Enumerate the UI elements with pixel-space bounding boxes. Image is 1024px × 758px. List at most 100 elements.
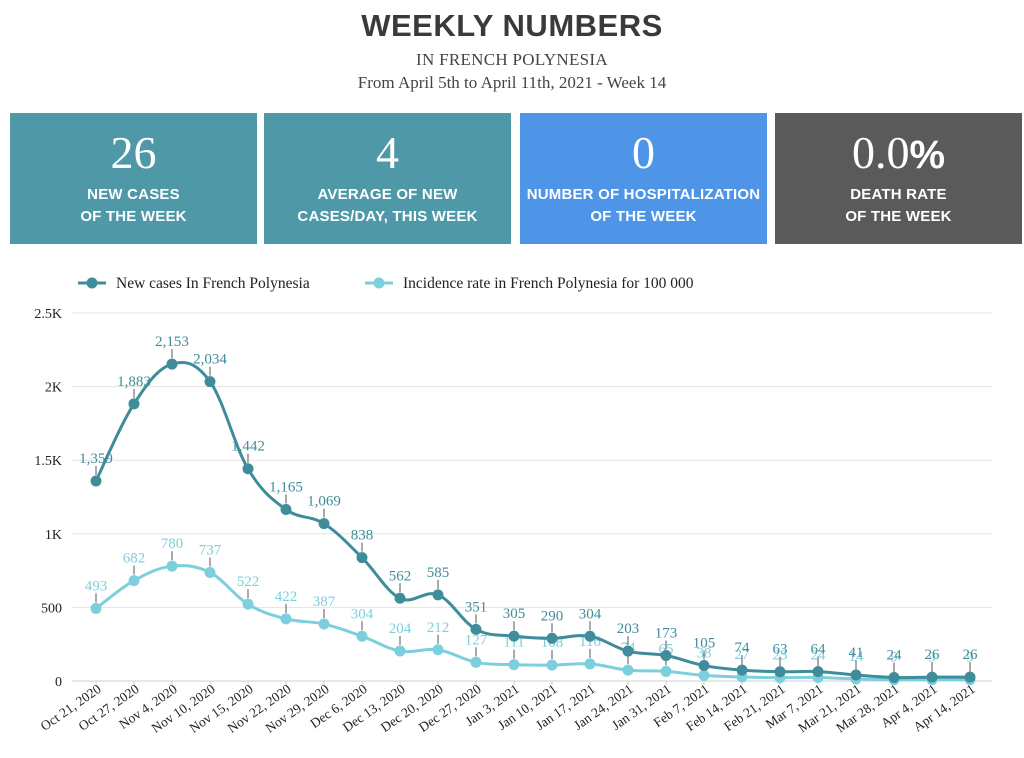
stat-label-line2: OF THE WEEK [590,208,697,225]
data-label: 24 [887,647,903,663]
stat-value-number: 0.0 [851,127,910,178]
legend-label: New cases In French Polynesia [116,275,310,292]
legend-marker [373,277,385,289]
data-point [394,645,406,657]
stat-label: DEATH RATE OF THE WEEK [775,184,1022,228]
y-tick-label: 2K [45,381,62,396]
data-point [926,671,938,683]
data-label: 522 [237,574,260,590]
y-tick-label: 0 [55,675,62,690]
data-label: 562 [389,568,412,584]
data-label: 27 [735,647,751,663]
data-label: 1,442 [231,439,265,455]
data-label: 9 [966,650,974,666]
data-point [280,613,292,625]
data-point [508,630,520,642]
data-point [356,552,368,564]
date-range: From April 5th to April 11th, 2021 - Wee… [357,73,667,92]
stat-label: NEW CASES OF THE WEEK [10,184,257,228]
stat-card-hospitalization: 0 NUMBER OF HOSPITALIZATION OF THE WEEK [520,113,767,244]
data-label: 351 [465,599,488,615]
data-point [90,602,102,614]
data-point [698,660,710,672]
stat-label-line1: AVERAGE OF NEW [317,186,458,203]
data-label: 111 [503,635,524,651]
data-label: 9 [928,650,936,666]
data-label: 290 [541,608,564,624]
data-label: 493 [85,578,108,594]
stat-value: 0 [632,127,655,178]
data-point [394,592,406,604]
data-point [280,504,292,516]
data-point [242,598,254,610]
data-point [204,567,216,579]
data-label: 14 [849,649,865,665]
data-point [128,398,140,410]
data-label: 23 [773,648,788,664]
stat-label: NUMBER OF HOSPITALIZATION OF THE WEEK [520,184,767,228]
data-label: 585 [427,565,450,581]
y-tick-label: 1.5K [34,454,62,469]
data-label: 304 [351,606,374,622]
data-point [584,658,596,670]
stat-label-line2: CASES/DAY, THIS WEEK [297,208,478,225]
data-label: 838 [351,528,374,544]
data-point [698,669,710,681]
data-label: 24 [811,647,827,663]
data-point [774,666,786,678]
stat-label-line1: NUMBER OF HOSPITALIZATION [526,186,761,203]
data-point [660,650,672,662]
data-point [90,475,102,487]
stat-value: 4 [376,127,399,178]
data-point [622,664,634,676]
data-label: 2,153 [155,334,189,350]
data-label: 1,883 [117,374,151,390]
data-label: 63 [773,642,788,658]
stat-value: 0.0% [775,125,1022,183]
data-point [470,623,482,635]
data-point [128,575,140,587]
y-tick-label: 2.5K [34,307,62,322]
legend-label: Incidence rate in French Polynesia for 1… [403,275,694,292]
data-point [204,376,216,388]
stat-value-suffix: % [909,133,946,177]
data-label: 105 [693,636,716,652]
data-label: 1,069 [307,494,341,510]
data-point [318,618,330,630]
data-label: 422 [275,589,298,605]
data-point [432,644,444,656]
data-point [166,560,178,572]
stat-value: 26 [110,127,157,178]
y-tick-label: 500 [41,601,62,616]
data-label: 203 [617,621,640,637]
data-label: 41 [849,645,864,661]
data-point [546,632,558,644]
data-label: 682 [123,551,146,567]
data-label: 780 [161,536,184,552]
stat-card-new-cases: 26 NEW CASES OF THE WEEK [10,113,257,244]
series-line [95,564,970,682]
data-label: 127 [465,632,488,648]
data-point [432,589,444,601]
data-point [470,656,482,668]
data-label: 173 [655,626,678,642]
data-label: 304 [579,606,602,622]
data-point [812,666,824,678]
stat-label-line1: DEATH RATE [850,186,947,203]
data-point [318,518,330,530]
data-point [660,665,672,677]
series-line [94,360,971,680]
line-chart: 0 500 1K 1.5K 2K 2.5K Oct 21, 2020 Oct 27, 2020… [0,256,1024,753]
stat-label: AVERAGE OF NEW CASES/DAY, THIS WEEK [264,184,511,228]
data-label: 9 [890,650,898,666]
stat-label-line1: NEW CASES [87,186,180,203]
y-tick-label: 1K [45,528,62,543]
data-label: 26 [963,647,979,663]
data-label: 64 [811,642,827,658]
page-title: WEEKLY NUMBERS [361,8,663,43]
stat-label-line2: OF THE WEEK [80,208,187,225]
data-label: 1,165 [269,480,303,496]
stat-card-death-rate: 0.0% DEATH RATE OF THE WEEK [775,113,1022,244]
data-point [964,671,976,683]
